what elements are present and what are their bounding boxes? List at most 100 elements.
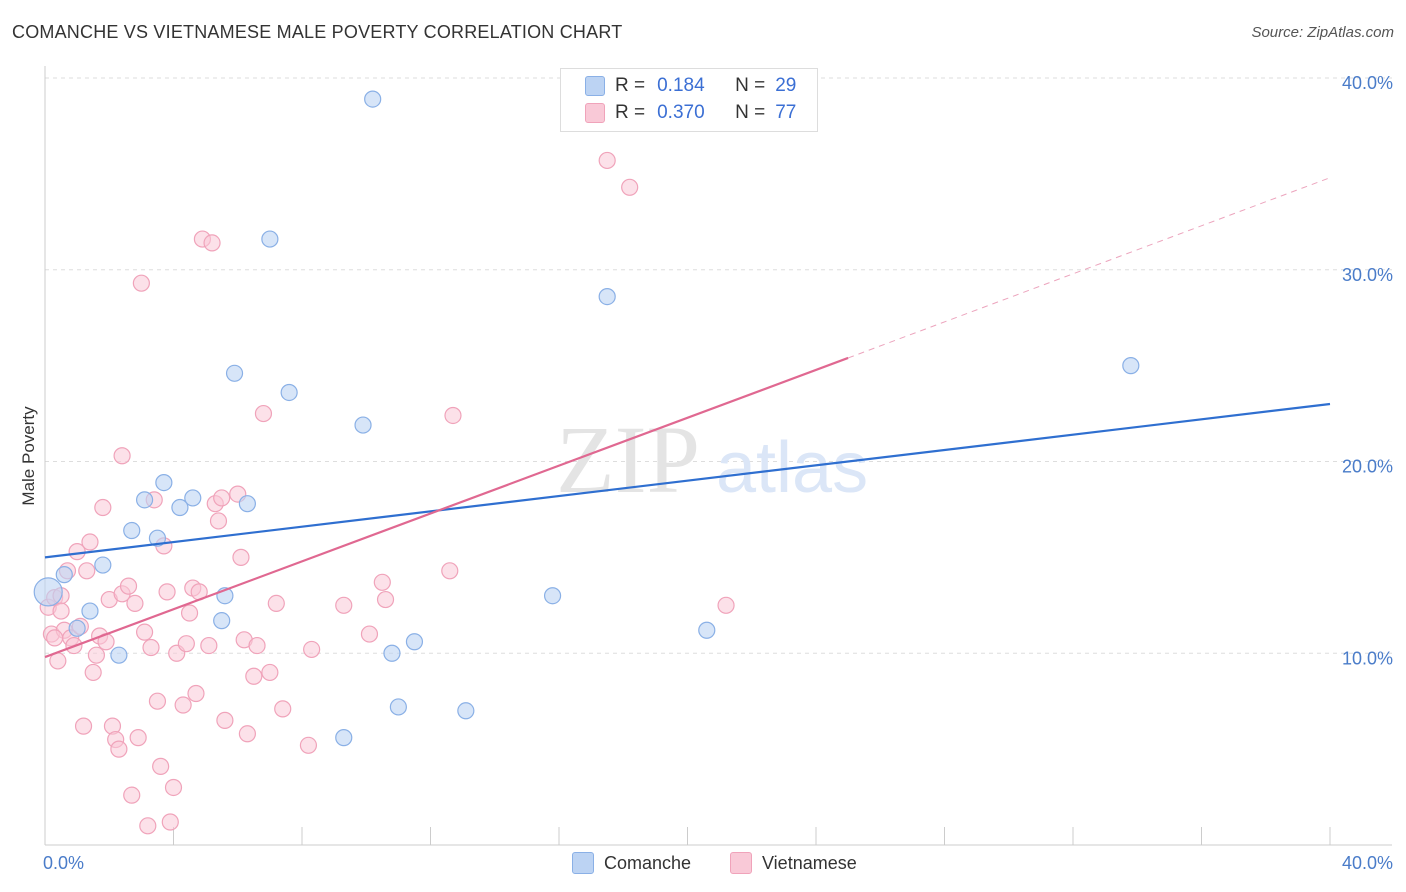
comanche-point: [383, 644, 401, 662]
vietnamese-point: [74, 717, 93, 735]
comanche-point: [280, 383, 298, 402]
comanche-point: [171, 498, 189, 517]
vietnamese-point: [119, 577, 138, 595]
vietnamese-point: [81, 533, 99, 551]
comanche-point: [225, 364, 244, 382]
vietnamese-point: [87, 646, 106, 664]
axes: [44, 66, 1392, 846]
vietnamese-point: [376, 590, 395, 609]
legend-n-value: 29: [775, 75, 797, 96]
vietnamese-point: [180, 604, 199, 622]
chart-title: COMANCHE VS VIETNAMESE MALE POVERTY CORR…: [12, 22, 623, 42]
vietnamese-point: [216, 711, 234, 729]
vietnamese-point: [132, 274, 150, 292]
comanche-point: [364, 90, 382, 108]
comanche-point: [184, 489, 202, 507]
legend-r-label: R =: [615, 102, 646, 123]
vietnamese-point: [110, 740, 128, 758]
watermark-zip: ZIP: [556, 406, 700, 513]
legend-n-label: N =: [735, 75, 766, 96]
vietnamese-point: [238, 725, 256, 743]
vietnamese-point: [299, 736, 318, 754]
comanche-point: [238, 495, 256, 513]
vietnamese-point: [129, 729, 147, 747]
comanche-point: [155, 473, 173, 492]
y-tick-label: 40.0%: [1342, 73, 1393, 93]
legend-r-value: 0.184: [657, 75, 705, 96]
legend-row-vietnamese: R = 0.370 N = 77: [585, 101, 797, 125]
vietnamese-trend-line: [44, 356, 849, 659]
comanche-point: [55, 566, 73, 584]
comanche-point: [598, 287, 616, 306]
vietnamese-trend-extension: [847, 177, 1331, 359]
comanche-points: [33, 90, 1140, 747]
legend-n-label: N =: [735, 102, 766, 123]
bottom-swatch-vietnamese: [730, 852, 752, 874]
vietnamese-point: [203, 234, 221, 252]
bottom-legend-vietnamese: Vietnamese: [730, 852, 857, 874]
bottom-swatch-comanche: [572, 852, 594, 874]
comanche-point: [389, 698, 407, 716]
bottom-legend-comanche: Comanche: [572, 852, 691, 874]
comanche-point: [405, 633, 424, 651]
vietnamese-point: [46, 629, 64, 647]
comanche-point: [335, 729, 353, 747]
vietnamese-point: [158, 583, 176, 601]
watermark: ZIP atlas: [556, 406, 868, 513]
comanche-point: [543, 587, 562, 605]
legend-n-value: 77: [775, 102, 797, 123]
vietnamese-point: [148, 692, 167, 710]
vietnamese-point: [303, 640, 321, 659]
legend-r-value: 0.370: [657, 102, 705, 123]
vietnamese-point: [441, 562, 459, 580]
vietnamese-point: [717, 596, 735, 614]
y-axis-label: Male Poverty: [19, 406, 38, 506]
vietnamese-point: [274, 700, 292, 718]
vietnamese-point: [245, 667, 263, 685]
vietnamese-point: [78, 562, 96, 580]
vietnamese-point: [213, 489, 231, 507]
vietnamese-point: [254, 404, 273, 423]
legend-swatch-vietnamese: [585, 103, 605, 123]
bottom-legend-label: Comanche: [604, 852, 692, 873]
vietnamese-point: [177, 635, 195, 653]
comanche-point: [94, 556, 112, 574]
y-tick-label: 30.0%: [1342, 265, 1393, 285]
vietnamese-point: [142, 638, 160, 657]
correlation-legend: R = 0.184 N = 29 R = 0.370 N = 77: [560, 68, 818, 132]
grid-lines: [45, 77, 1392, 654]
vietnamese-point: [135, 623, 154, 641]
vietnamese-point: [113, 447, 131, 465]
y-tick-label: 10.0%: [1342, 648, 1393, 668]
legend-swatch-comanche: [585, 76, 605, 96]
vietnamese-points: [39, 151, 735, 835]
comanche-point: [135, 491, 154, 509]
vietnamese-point: [123, 786, 141, 804]
vietnamese-point: [360, 625, 379, 643]
vietnamese-point: [248, 636, 266, 655]
comanche-point: [148, 529, 167, 547]
comanche-point: [261, 230, 279, 248]
vietnamese-point: [161, 813, 179, 831]
vietnamese-point: [174, 696, 192, 714]
vietnamese-point: [373, 573, 391, 591]
vietnamese-point: [261, 663, 279, 682]
vietnamese-point: [152, 757, 170, 775]
vietnamese-point: [200, 636, 218, 655]
vietnamese-point: [84, 663, 102, 682]
x-tick-label: 0.0%: [43, 853, 84, 873]
comanche-point: [354, 416, 372, 434]
vietnamese-point: [94, 498, 112, 517]
vietnamese-point: [52, 602, 70, 620]
comanche-trend-line: [44, 402, 1331, 559]
comanche-point: [33, 577, 63, 607]
source-label: Source: ZipAtlas.com: [1251, 24, 1394, 41]
x-tick-label: 40.0%: [1342, 853, 1393, 873]
vietnamese-point: [139, 817, 157, 835]
trend-lines: [44, 177, 1331, 659]
vietnamese-point: [598, 151, 616, 170]
comanche-point: [81, 602, 99, 620]
bottom-legend-label: Vietnamese: [762, 852, 857, 873]
comanche-point: [213, 612, 231, 630]
